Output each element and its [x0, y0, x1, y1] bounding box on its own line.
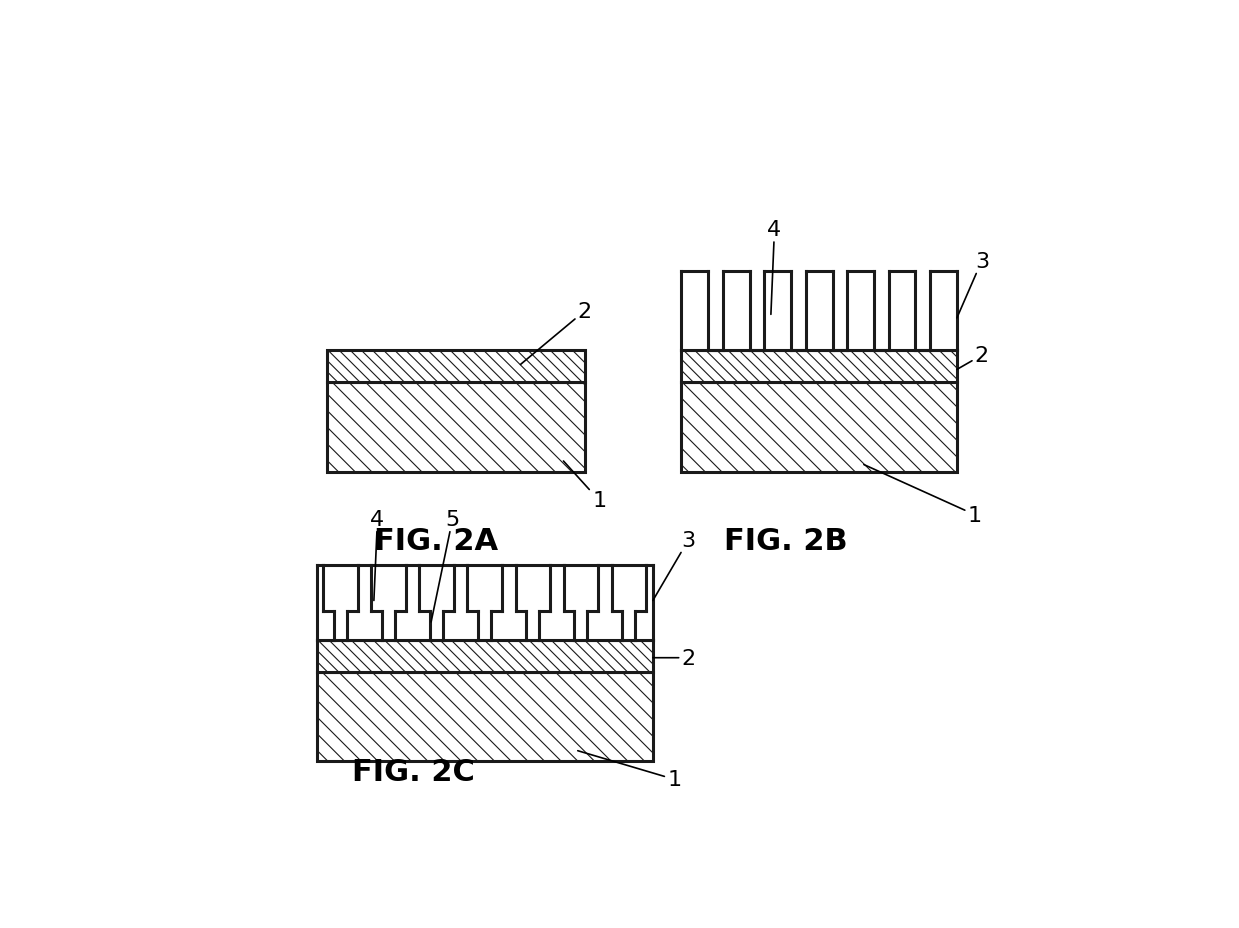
Text: FIG. 2B: FIG. 2B — [725, 527, 847, 556]
Text: FIG. 2C: FIG. 2C — [352, 757, 476, 787]
Bar — [317, 672, 653, 762]
Text: 2: 2 — [957, 346, 989, 370]
Text: 2: 2 — [653, 648, 695, 668]
Bar — [327, 351, 585, 383]
Bar — [317, 565, 653, 640]
Bar — [317, 640, 653, 672]
Bar — [327, 383, 585, 472]
Bar — [681, 272, 957, 351]
Text: FIG. 2A: FIG. 2A — [374, 527, 498, 556]
Text: 3: 3 — [957, 251, 989, 318]
Text: 4: 4 — [370, 509, 384, 600]
Text: 1: 1 — [577, 751, 681, 790]
Text: 4: 4 — [767, 220, 782, 315]
Text: 5: 5 — [431, 509, 460, 623]
Bar — [681, 383, 957, 472]
Text: 1: 1 — [864, 465, 981, 525]
Text: 3: 3 — [653, 530, 695, 600]
Text: 2: 2 — [520, 302, 592, 365]
Bar — [681, 351, 957, 383]
Text: 1: 1 — [564, 461, 606, 510]
